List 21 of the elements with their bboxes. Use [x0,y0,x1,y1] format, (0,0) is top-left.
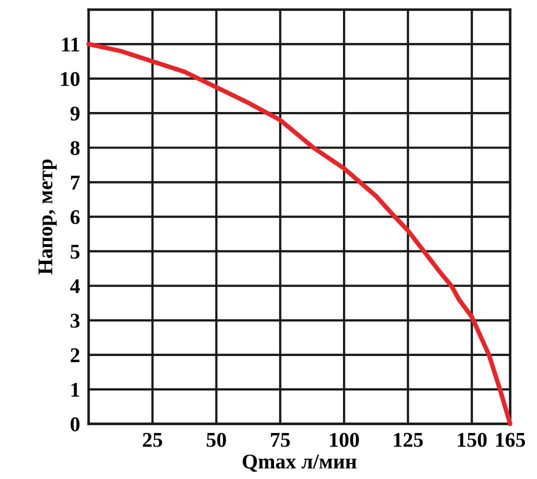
y-tick-label: 2 [70,348,80,362]
y-tick-label: 4 [70,279,80,294]
x-tick-label: 150 [458,432,487,447]
x-tick-label: 50 [206,432,226,447]
y-tick-label: 0 [70,417,80,432]
y-tick-label: 6 [70,210,80,224]
x-tick-label: 100 [330,432,359,447]
x-tick-label: 165 [496,432,526,447]
x-tick-label: 75 [270,433,290,447]
x-tick-label: 25 [142,432,162,447]
x-tick-label: 125 [394,432,423,447]
y-tick-label: 1 [72,382,80,397]
y-tick-label: 3 [70,314,80,328]
y-tick-label: 11 [62,38,80,52]
y-tick-label: 8 [70,141,80,156]
x-axis-title: Qmax л/мин [242,454,356,472]
y-tick-label: 5 [70,244,80,259]
y-axis-title: Напор, метр [38,159,57,275]
y-tick-label: 10 [61,72,80,86]
y-tick-label: 9 [70,106,80,121]
y-tick-label: 7 [71,176,80,190]
